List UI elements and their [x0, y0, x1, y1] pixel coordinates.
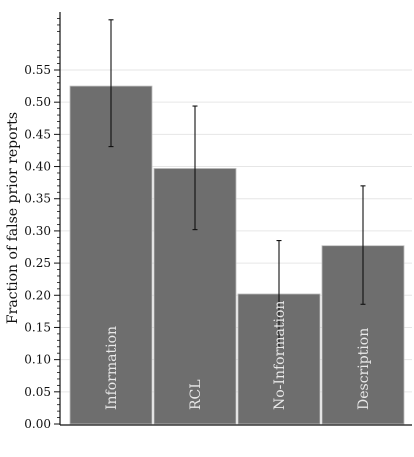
- category-label: Description: [356, 328, 372, 410]
- category-label: RCL: [188, 379, 204, 410]
- axes: 0.00 0.05 0.10 0.15 0.20 0.25 0.30 0.35 0.40 0.45…: [24, 12, 412, 431]
- y-tick-label: 0.25: [24, 256, 51, 270]
- y-tick-label: 0.20: [24, 288, 51, 302]
- y-tick-label: 0.45: [24, 127, 51, 141]
- error-bars: [108, 19, 366, 348]
- y-tick-label: 0.50: [24, 95, 51, 109]
- y-tick-label: 0.00: [24, 417, 51, 431]
- y-tick-label: 0.15: [24, 320, 51, 334]
- category-label: No-Information: [272, 301, 288, 410]
- y-ticks: 0.00 0.05 0.10 0.15 0.20 0.25 0.30 0.35 0.40 0.45…: [24, 18, 60, 431]
- y-tick-label: 0.10: [24, 353, 51, 367]
- category-label: Information: [104, 326, 120, 410]
- y-tick-label: 0.05: [24, 385, 51, 399]
- y-tick-label: 0.40: [24, 160, 51, 174]
- y-tick-label: 0.55: [24, 63, 51, 77]
- y-tick-label: 0.30: [24, 224, 51, 238]
- y-tick-label: 0.35: [24, 192, 51, 206]
- category-labels: Information RCL No-Information Description: [104, 301, 372, 410]
- bars: [69, 85, 405, 425]
- y-axis-label: Fraction of false prior reports: [5, 112, 21, 324]
